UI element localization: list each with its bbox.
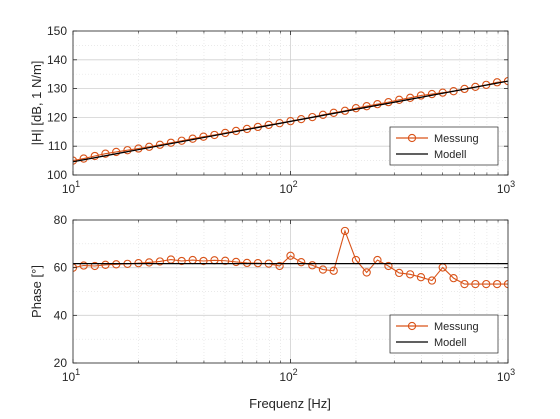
data-point [340, 226, 350, 236]
data-point [221, 256, 230, 265]
data-point [318, 265, 328, 274]
x-axis-label: Frequenz [Hz] [249, 396, 331, 411]
y-tick-label: 140 [47, 53, 67, 67]
legend: Messung Modell [389, 126, 499, 166]
x-tick-label: 102 [279, 179, 297, 196]
data-point [471, 279, 480, 289]
y-tick-label: 150 [47, 24, 67, 38]
data-point [242, 258, 252, 268]
data-point [123, 146, 132, 155]
x-tick-label: 101 [62, 367, 80, 384]
data-point [145, 258, 154, 267]
y-tick-label: 120 [47, 110, 67, 124]
series-group [73, 76, 508, 165]
data-point [101, 260, 110, 269]
phase-axes: 101 102 103 20 40 60 80 Phase [°] Messung Modell [29, 213, 515, 384]
data-point [460, 279, 469, 289]
y-axis-label: Phase [°] [29, 265, 44, 318]
x-tick-label: 103 [497, 179, 515, 196]
data-point [308, 261, 317, 270]
x-tick-label: 102 [279, 367, 297, 384]
legend-label: Modell [434, 149, 466, 161]
series-line-modell [73, 80, 508, 163]
data-point [112, 260, 121, 269]
data-point [231, 257, 241, 267]
y-axis-label: |H| [dB, 1 N/m] [29, 61, 44, 146]
legend-label: Modell [434, 337, 466, 349]
data-point [406, 93, 415, 102]
y-tick-label: 80 [54, 213, 68, 227]
y-tick-label: 110 [48, 139, 67, 153]
data-point [297, 258, 306, 267]
data-point [384, 261, 393, 271]
data-point [90, 151, 99, 161]
data-point [482, 279, 491, 289]
data-point [275, 261, 284, 271]
data-point [406, 270, 415, 279]
data-point [112, 147, 121, 157]
data-point [90, 261, 99, 271]
legend-marker [407, 321, 417, 331]
x-tick-label: 101 [62, 179, 80, 196]
y-tick-label: 40 [54, 308, 68, 322]
data-point [416, 91, 426, 100]
legend: Messung Modell [389, 314, 499, 354]
data-point [395, 95, 404, 104]
magnitude-axes: 101 102 103 100 110 120 130 140 150 |H| [dB, 1 N/… [29, 24, 515, 196]
y-tick-label: 100 [47, 168, 67, 182]
data-point [449, 274, 458, 283]
data-point [362, 268, 371, 277]
y-tick-label: 130 [47, 82, 67, 96]
data-point [155, 257, 165, 266]
legend-label: Messung [434, 133, 479, 145]
data-point [329, 266, 338, 275]
legend-label: Messung [434, 321, 479, 333]
data-point [427, 276, 437, 285]
legend-marker [407, 133, 417, 143]
data-point [395, 268, 404, 278]
legend-box [389, 126, 499, 166]
data-point [79, 261, 88, 270]
data-point [199, 256, 208, 266]
legend-box [389, 314, 499, 354]
data-point [286, 251, 295, 260]
data-point [177, 256, 186, 266]
series-group [73, 226, 508, 289]
data-point [492, 279, 502, 289]
x-tick-label: 103 [497, 367, 515, 384]
data-point [416, 273, 426, 282]
y-tick-label: 60 [54, 261, 68, 275]
y-tick-label: 20 [54, 356, 68, 370]
data-point [101, 149, 110, 158]
